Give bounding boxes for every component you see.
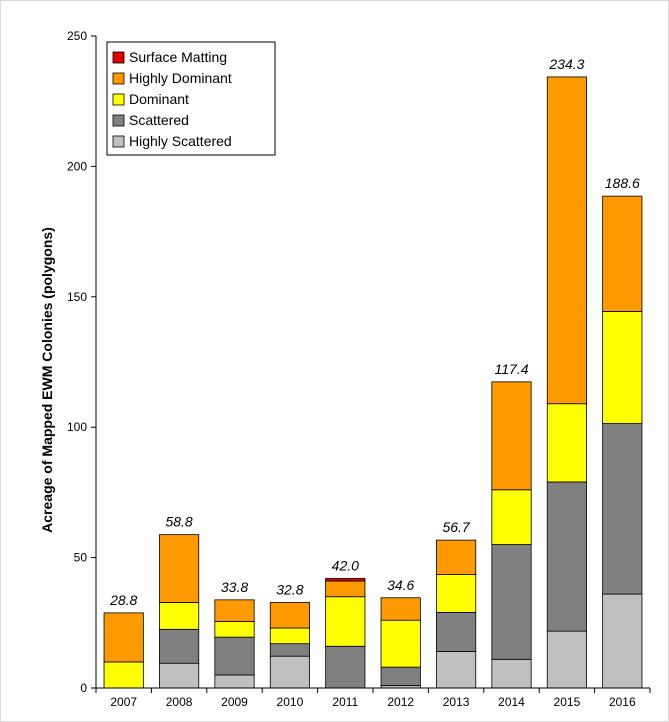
y-tick-label-200: 200 xyxy=(67,159,87,173)
y-axis-title: Acreage of Mapped EWM Colonies (polygons… xyxy=(39,227,55,533)
bar-2008-series-2 xyxy=(159,602,200,630)
total-label-2014: 117.4 xyxy=(495,361,529,377)
bar-2012-series-2 xyxy=(380,619,421,668)
bar-2009-series-0 xyxy=(214,674,255,689)
bar-2009-series-1 xyxy=(214,636,255,676)
bar-2008-series-3 xyxy=(159,534,200,603)
bar-2016-series-0 xyxy=(602,593,643,689)
total-label-2009: 33.8 xyxy=(221,579,248,595)
bar-2008-series-1 xyxy=(159,628,200,664)
x-tick-label-2011: 2011 xyxy=(332,695,358,709)
bar-2014-series-1 xyxy=(491,544,532,660)
bar-2013-series-2 xyxy=(436,574,477,613)
bar-2015-series-1 xyxy=(546,481,587,632)
x-tick-label-2015: 2015 xyxy=(554,695,581,709)
y-tick-label-50: 50 xyxy=(74,551,88,565)
bar-2014-series-2 xyxy=(491,489,532,545)
legend-label-3: Scattered xyxy=(129,112,189,128)
x-tick-label-2009: 2009 xyxy=(221,695,248,709)
y-tick-label-0: 0 xyxy=(80,681,87,695)
x-tick-label-2012: 2012 xyxy=(387,695,414,709)
legend-swatch-0 xyxy=(112,51,125,64)
bar-2010-series-1 xyxy=(269,643,310,657)
bar-2011-series-4 xyxy=(325,578,366,582)
bar-2016-series-2 xyxy=(602,311,643,424)
bar-2010-series-0 xyxy=(269,655,310,689)
bar-2009-series-2 xyxy=(214,621,255,638)
legend-swatch-2 xyxy=(112,93,125,106)
total-label-2015: 234.3 xyxy=(548,56,584,72)
totals-layer: 28.8 58.8 33.8 32.8 42.0 34.6 56.7 117.4 234.3 18… xyxy=(109,56,640,608)
y-tick-label-100: 100 xyxy=(67,420,87,434)
bar-2011-series-1 xyxy=(325,645,366,689)
bar-2015-series-2 xyxy=(546,403,587,483)
bar-2013-series-3 xyxy=(436,539,477,575)
x-tick-label-2007: 2007 xyxy=(110,695,137,709)
bar-2011-series-2 xyxy=(325,596,366,647)
legend-swatch-1 xyxy=(112,72,125,85)
total-label-2008: 58.8 xyxy=(165,514,192,530)
legend-label-0: Surface Matting xyxy=(129,49,227,65)
legend-swatch-3 xyxy=(112,114,125,127)
total-label-2012: 34.6 xyxy=(387,577,414,593)
bar-2007-series-3 xyxy=(103,612,144,663)
total-label-2016: 188.6 xyxy=(605,175,640,191)
x-tick-label-2010: 2010 xyxy=(277,695,304,709)
bar-2010-series-2 xyxy=(269,627,310,645)
legend: Surface Matting Highly Dominant Dominant Sc… xyxy=(106,41,276,156)
bar-2015-series-3 xyxy=(546,76,587,405)
legend-label-4: Highly Scattered xyxy=(129,133,232,149)
bar-2007-series-2 xyxy=(103,661,144,689)
x-tick-label-2014: 2014 xyxy=(498,695,525,709)
bar-2009-series-3 xyxy=(214,599,255,622)
bar-2016-series-3 xyxy=(602,195,643,312)
bar-2011-series-3 xyxy=(325,580,366,598)
y-tick-label-150: 150 xyxy=(67,290,87,304)
x-tick-label-2013: 2013 xyxy=(443,695,470,709)
total-label-2013: 56.7 xyxy=(442,519,470,535)
bar-2015-series-0 xyxy=(546,630,587,689)
x-tick-label-2008: 2008 xyxy=(166,695,193,709)
bar-2013-series-1 xyxy=(436,611,477,652)
bar-2013-series-0 xyxy=(436,651,477,689)
bar-2008-series-0 xyxy=(159,662,200,689)
total-label-2010: 32.8 xyxy=(276,581,303,597)
legend-label-2: Dominant xyxy=(129,91,189,107)
bar-2010-series-3 xyxy=(269,602,310,629)
bar-2012-series-3 xyxy=(380,597,421,621)
legend-box xyxy=(106,41,276,156)
bars-layer xyxy=(103,76,643,689)
total-label-2007: 28.8 xyxy=(109,592,137,608)
axes-layer: 2007 2008 2009 2010 2011 2012 2013 2014 2015 2016… xyxy=(67,29,651,709)
x-tick-label-2016: 2016 xyxy=(609,695,636,709)
legend-swatch-4 xyxy=(112,135,125,148)
total-label-2011: 42.0 xyxy=(332,557,359,573)
legend-label-1: Highly Dominant xyxy=(129,70,232,86)
bar-2012-series-1 xyxy=(380,666,421,686)
y-tick-label-250: 250 xyxy=(67,29,87,43)
bar-2016-series-1 xyxy=(602,423,643,595)
bar-2014-series-3 xyxy=(491,381,532,491)
bar-2014-series-0 xyxy=(491,658,532,689)
